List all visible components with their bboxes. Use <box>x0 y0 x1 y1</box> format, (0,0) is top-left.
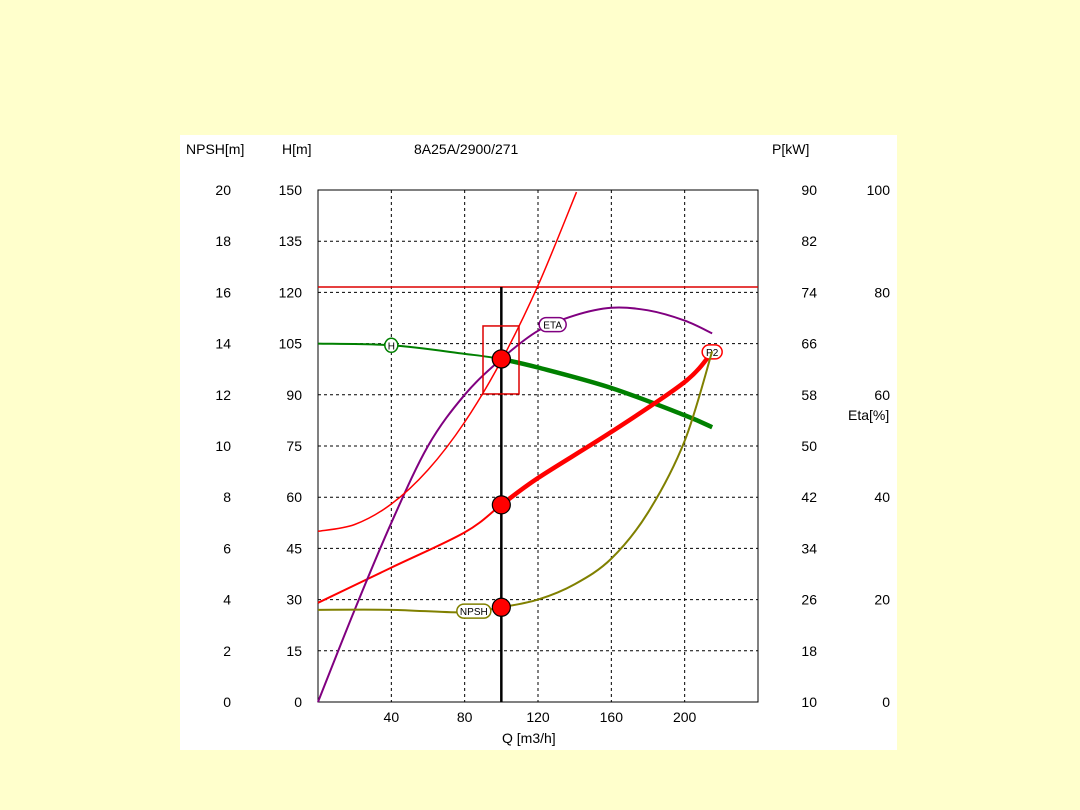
npsh-tick-label: 6 <box>223 540 231 556</box>
operating-point-box <box>482 325 520 395</box>
h-label: H <box>384 337 399 354</box>
plot-frame <box>317 189 759 703</box>
eta-label: ETA <box>538 316 567 333</box>
eta-label-badge <box>538 316 567 333</box>
h-tick-label: 120 <box>279 284 303 300</box>
eta-tick-label: 0 <box>882 694 890 710</box>
h-tick-label: 15 <box>286 643 302 659</box>
eta-tick-label: 20 <box>874 592 890 608</box>
p-tick-label: 10 <box>801 694 817 710</box>
p-tick-label: 90 <box>801 182 817 198</box>
p-tick-label: 66 <box>801 336 817 352</box>
p-tick-label: 50 <box>801 438 817 454</box>
p2-curve-operating-range <box>499 350 714 507</box>
npsh-tick-label: 12 <box>215 387 231 403</box>
x-tick-label: 160 <box>600 709 624 725</box>
h-tick-label: 30 <box>286 592 302 608</box>
h-tick-label: 90 <box>286 387 302 403</box>
operating-point-marker-eta <box>491 349 511 369</box>
npsh-label: NPSH <box>456 603 492 619</box>
eta-tick-label: 60 <box>874 387 890 403</box>
eta-tick-label: 80 <box>874 284 890 300</box>
npsh-tick-label: 14 <box>215 336 231 352</box>
p-tick-label: 58 <box>801 387 817 403</box>
h-curve <box>317 342 713 429</box>
npsh-axis-label: NPSH[m] <box>186 141 244 157</box>
h-curve-operating-range <box>500 356 714 430</box>
npsh-curve <box>317 350 714 614</box>
h-tick-label: 135 <box>279 233 303 249</box>
p-tick-label: 74 <box>801 284 817 300</box>
grid <box>318 190 758 702</box>
p-tick-label: 34 <box>801 540 817 556</box>
npsh-tick-label: 2 <box>223 643 231 659</box>
h-label-badge <box>384 337 399 354</box>
h-label-text: H <box>388 341 395 352</box>
eta-tick-label: 40 <box>874 489 890 505</box>
npsh-tick-label: 20 <box>215 182 231 198</box>
h-tick-label: 150 <box>279 182 303 198</box>
x-tick-label: 40 <box>384 709 400 725</box>
p2-curve <box>317 351 713 604</box>
npsh-tick-label: 18 <box>215 233 231 249</box>
h-tick-label: 60 <box>286 489 302 505</box>
system-curve <box>317 191 578 533</box>
npsh-tick-label: 0 <box>223 694 231 710</box>
npsh-tick-label: 10 <box>215 438 231 454</box>
npsh-tick-label: 4 <box>223 592 231 608</box>
chart-title: 8A25A/2900/271 <box>414 141 519 157</box>
h-tick-label: 0 <box>294 694 302 710</box>
x-tick-label: 200 <box>673 709 697 725</box>
p-tick-label: 26 <box>801 592 817 608</box>
x-axis-label: Q [m3/h] <box>502 730 556 746</box>
npsh-tick-label: 16 <box>215 284 231 300</box>
eta-label-text: ETA <box>543 321 562 332</box>
npsh-tick-label: 8 <box>223 489 231 505</box>
p-tick-label: 42 <box>801 489 817 505</box>
eta-axis-label: Eta[%] <box>848 407 889 423</box>
npsh-label-badge <box>456 603 492 619</box>
p-axis-label: P[kW] <box>772 141 809 157</box>
h-tick-label: 45 <box>286 540 302 556</box>
npsh-label-text: NPSH <box>460 607 488 618</box>
p-tick-label: 18 <box>801 643 817 659</box>
operating-point-marker-npsh <box>491 597 511 617</box>
h-tick-label: 75 <box>286 438 302 454</box>
x-tick-label: 80 <box>457 709 473 725</box>
h-tick-label: 105 <box>279 336 303 352</box>
p-tick-label: 82 <box>801 233 817 249</box>
eta-tick-label: 100 <box>867 182 891 198</box>
operating-point-marker-p <box>491 495 511 515</box>
h-axis-label: H[m] <box>282 141 312 157</box>
x-tick-label: 120 <box>526 709 550 725</box>
